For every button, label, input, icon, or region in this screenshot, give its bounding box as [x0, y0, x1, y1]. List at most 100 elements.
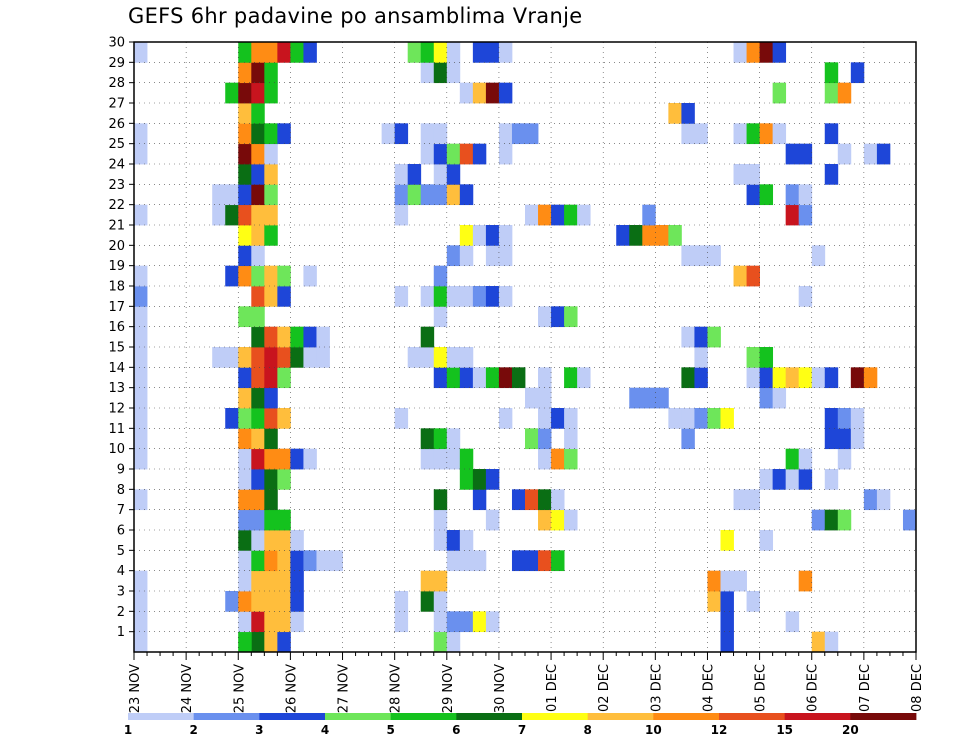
heatmap-cell [225, 82, 239, 104]
heatmap-cell [863, 489, 878, 511]
heatmap-cell [824, 82, 839, 104]
heatmap-cell [420, 591, 435, 612]
heatmap-cell [551, 550, 565, 572]
heatmap-cell [264, 550, 278, 572]
heatmap-cell [876, 489, 891, 511]
x-tick-label: 05 DEC [754, 664, 769, 712]
heatmap-cell [538, 367, 552, 389]
heatmap-cell [264, 204, 278, 226]
heatmap-cell [433, 489, 448, 511]
heatmap-cell [459, 286, 474, 307]
colorbar-swatch [259, 713, 326, 720]
heatmap-cell [264, 82, 278, 104]
y-tick-label: 19 [108, 259, 125, 274]
heatmap-cell [772, 123, 787, 145]
heatmap-cell [238, 164, 252, 185]
heatmap-cell [134, 570, 148, 592]
colorbar-swatch [719, 713, 786, 720]
heatmap-cell [264, 408, 278, 429]
y-tick-label: 30 [108, 36, 125, 51]
colorbar-label: 10 [645, 723, 662, 737]
heatmap-cell [772, 42, 787, 63]
colorbar-label: 12 [711, 723, 728, 737]
heatmap-cell [733, 570, 747, 592]
x-axis: 23 NOV 24 NOV 25 NOV 26 NOV 27 NOV 28 NOV 29 N… [128, 652, 925, 713]
heatmap-cell [251, 611, 265, 633]
heatmap-cell [850, 408, 865, 429]
heatmap-cell [238, 408, 252, 429]
colorbar-swatch [456, 713, 523, 720]
heatmap-cell [668, 225, 682, 246]
heatmap-cell [238, 530, 252, 551]
heatmap-cell [446, 448, 461, 470]
heatmap-cell [446, 164, 461, 185]
heatmap-cell [642, 387, 656, 409]
y-tick-label: 27 [108, 97, 125, 112]
heatmap-cell [472, 82, 487, 104]
heatmap-cell [134, 367, 148, 389]
heatmap-cell [824, 62, 839, 84]
heatmap-cell [277, 326, 291, 348]
heatmap-cell [551, 509, 565, 531]
heatmap-cell [433, 143, 448, 165]
heatmap-cell [498, 82, 513, 104]
heatmap-cell [264, 143, 278, 165]
heatmap-cell [446, 631, 461, 653]
heatmap-cell [264, 530, 278, 551]
heatmap-cell [746, 123, 760, 145]
y-tick-label: 21 [108, 219, 125, 234]
heatmap-cell [746, 164, 760, 185]
x-tick-label: 24 NOV [180, 664, 195, 713]
heatmap-cell [264, 164, 278, 185]
y-tick-label: 17 [108, 300, 125, 315]
y-tick-label: 12 [108, 402, 125, 417]
heatmap-cell [824, 123, 839, 145]
heatmap-cell [238, 347, 252, 368]
y-tick-label: 8 [117, 483, 125, 498]
colorbar-swatch [390, 713, 457, 720]
heatmap-cell [485, 82, 500, 104]
heatmap-cell [772, 469, 787, 490]
heatmap-cell [394, 611, 409, 633]
heatmap-cell [238, 82, 252, 104]
heatmap-cell [472, 225, 487, 246]
y-tick-label: 10 [108, 442, 125, 457]
heatmap-cell [472, 42, 487, 63]
heatmap-cell [433, 286, 448, 307]
heatmap-cell [433, 265, 448, 287]
heatmap-cell [264, 184, 278, 206]
heatmap-cell [290, 530, 304, 551]
heatmap-cell [459, 367, 474, 389]
heatmap-cell [212, 347, 226, 368]
heatmap-cell [446, 550, 461, 572]
colorbar-label: 15 [776, 723, 793, 737]
heatmap-cell [850, 62, 865, 84]
heatmap-cell [707, 245, 721, 267]
heatmap-cell [472, 550, 487, 572]
heatmap-cell [681, 326, 695, 348]
heatmap-cell [564, 367, 578, 389]
heatmap-cell [433, 428, 448, 450]
colorbar-legend: 1 2 3 4 5 6 7 8 10 12 15 20 [124, 713, 917, 737]
heatmap-cell [277, 408, 291, 429]
colorbar-label: 4 [321, 723, 329, 737]
heatmap-cell [420, 42, 435, 63]
heatmap-cell [837, 448, 852, 470]
heatmap-cell [785, 448, 800, 470]
heatmap-cell [863, 367, 878, 389]
y-tick-label: 2 [117, 605, 125, 620]
heatmap-cell [538, 387, 552, 409]
heatmap-cell [277, 631, 291, 653]
heatmap-cell [746, 591, 760, 612]
heatmap-cell [472, 611, 487, 633]
heatmap-cell [251, 62, 265, 84]
heatmap-cell [303, 265, 317, 287]
heatmap-cell [381, 123, 396, 145]
heatmap-cell [694, 245, 708, 267]
x-tick-label: 07 DEC [858, 664, 873, 712]
heatmap-cell [525, 123, 539, 145]
heatmap-cell [446, 530, 461, 551]
heatmap-cell [694, 326, 708, 348]
heatmap-cell [134, 143, 148, 165]
heatmap-cell [538, 204, 552, 226]
